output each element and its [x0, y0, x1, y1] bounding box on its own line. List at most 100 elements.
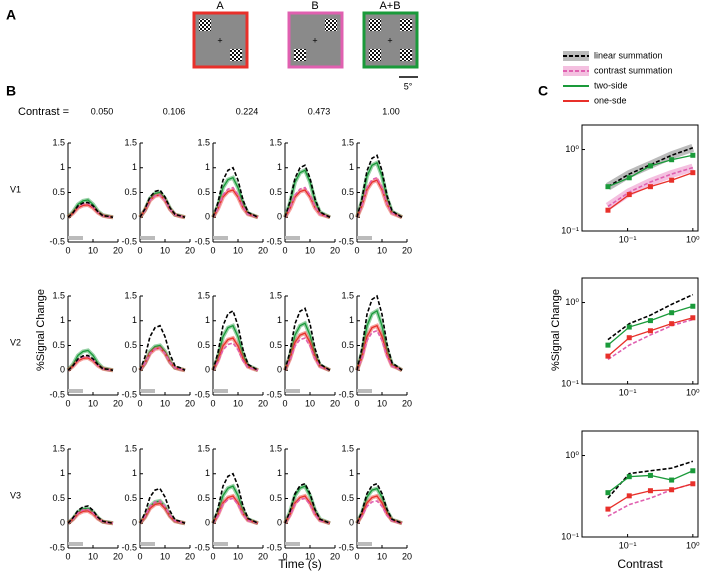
series-line: [607, 318, 694, 361]
plot-frame: [581, 124, 699, 232]
contrast-label: 0.224: [236, 106, 259, 116]
y-tick-label: -0.5: [121, 389, 137, 399]
y-tick-label: 0: [349, 212, 354, 222]
y-tick-label: -0.5: [121, 542, 137, 552]
plot-frame: [581, 430, 699, 538]
y-tick-label: 0.5: [341, 187, 354, 197]
marker: [626, 192, 632, 198]
marker: [605, 490, 611, 496]
y-tick-label: 1.5: [341, 443, 354, 453]
y-tick-label: 1: [132, 162, 137, 172]
stimulus-bar: [213, 542, 228, 546]
y-tick-label: 1.5: [269, 443, 282, 453]
y-tick-label: 10⁻¹: [561, 225, 579, 235]
marker: [626, 474, 632, 480]
series-line: [284, 482, 331, 524]
stimulus-bar: [285, 389, 300, 393]
svg-text:+: +: [217, 35, 222, 45]
x-tick-label: 10: [160, 398, 170, 408]
x-tick-label: 20: [402, 551, 412, 561]
x-tick-label: 10: [88, 551, 98, 561]
series-line: [212, 166, 259, 218]
marker: [690, 152, 696, 158]
y-tick-label: 10⁰: [565, 144, 579, 154]
marker: [690, 481, 696, 487]
y-tick-label: -0.5: [194, 236, 210, 246]
y-tick-label: 1: [277, 315, 282, 325]
y-tick-label: 1.5: [124, 290, 137, 300]
marker: [605, 207, 611, 213]
x-tick-label: 10: [88, 245, 98, 255]
marker: [669, 177, 675, 183]
y-tick-label: 0.5: [124, 340, 137, 350]
marker: [690, 315, 696, 321]
marker: [690, 468, 696, 474]
stimulus-bar: [213, 389, 228, 393]
x-tick-label: 10: [160, 551, 170, 561]
y-tick-label: -0.5: [121, 236, 137, 246]
plot-frame: [581, 277, 699, 385]
series-line: [284, 307, 331, 371]
x-tick-label: 20: [258, 551, 268, 561]
y-tick-label: 0.5: [124, 187, 137, 197]
y-tick-label: 1.5: [52, 137, 65, 147]
y-tick-label: 1: [349, 315, 354, 325]
x-tick-label: 10: [233, 245, 243, 255]
x-tick-label: 0: [282, 551, 287, 561]
y-tick-label: 1: [132, 468, 137, 478]
marker: [647, 488, 653, 494]
x-tick-label: 20: [113, 398, 123, 408]
y-tick-label: -0.5: [266, 389, 282, 399]
y-tick-label: 0.5: [197, 340, 210, 350]
y-tick-label: 1.5: [197, 137, 210, 147]
y-tick-label: -0.5: [338, 389, 354, 399]
stimulus-bar: [140, 542, 155, 546]
y-tick-label: -0.5: [194, 389, 210, 399]
x-tick-label: 20: [330, 551, 340, 561]
x-tick-label: 0: [210, 551, 215, 561]
stimulus-bar: [68, 389, 83, 393]
stimulus-ab: A+B +: [362, 0, 419, 69]
marker: [605, 342, 611, 348]
x-tick-label: 10⁻¹: [619, 387, 637, 397]
series-line: [139, 194, 186, 219]
y-tick-label: 10⁻¹: [561, 531, 579, 541]
x-tick-label: 20: [330, 245, 340, 255]
stimulus-bar: [357, 542, 372, 546]
y-axis-label: %Signal Change: [35, 289, 47, 371]
series-line: [356, 482, 403, 524]
x-tick-label: 20: [402, 398, 412, 408]
y-tick-label: 0.5: [52, 187, 65, 197]
x-tick-label: 10: [377, 245, 387, 255]
y-tick-label: 1.5: [341, 290, 354, 300]
series-line: [284, 497, 331, 525]
marker: [669, 321, 675, 327]
x-tick-label: 20: [113, 245, 123, 255]
x-tick-label: 0: [210, 245, 215, 255]
x-tick-label: 0: [65, 551, 70, 561]
stimulus-bar: [357, 389, 372, 393]
marker: [605, 353, 611, 359]
series-line: [607, 166, 694, 208]
panel-label: A: [6, 7, 16, 23]
marker: [605, 184, 611, 190]
marker: [647, 184, 653, 190]
marker: [669, 477, 675, 483]
stimulus-bar: [68, 236, 83, 240]
x-tick-label: 20: [330, 398, 340, 408]
x-tick-label: 10: [305, 245, 315, 255]
x-tick-label: 0: [137, 245, 142, 255]
y-tick-label: 1.5: [269, 137, 282, 147]
marker: [647, 328, 653, 334]
marker: [626, 493, 632, 499]
x-tick-label: 0: [354, 245, 359, 255]
series-line: [67, 201, 114, 219]
x-tick-label: 0: [65, 245, 70, 255]
x-tick-label: 10: [305, 398, 315, 408]
y-tick-label: 1.5: [52, 443, 65, 453]
series-line: [284, 189, 331, 218]
series-line: [212, 324, 259, 371]
x-tick-label: 10: [233, 398, 243, 408]
